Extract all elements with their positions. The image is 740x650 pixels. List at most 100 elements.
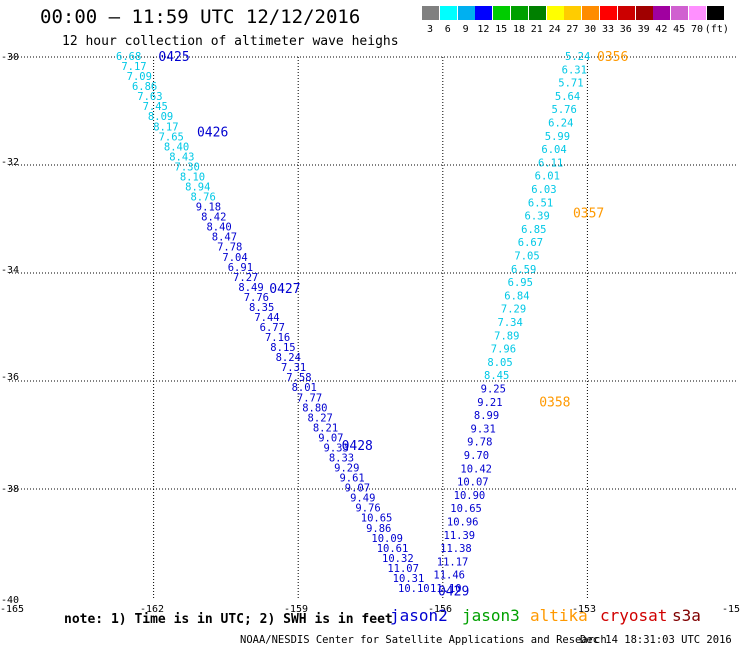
scale-swatch-13 (653, 6, 671, 20)
swh-value: 9.31 (471, 423, 496, 435)
footer-note: note: 1) Time is in UTC; 2) SWH is in fe… (64, 612, 393, 627)
swh-value: 7.31 (281, 362, 306, 374)
swh-value: 7.63 (137, 91, 162, 103)
scale-label-10: 33 (601, 24, 615, 35)
pass-label: 0357 (573, 207, 604, 222)
swh-value: 9.70 (464, 450, 489, 462)
scale-swatch-9 (582, 6, 600, 20)
swh-value: 7.44 (254, 312, 279, 324)
swh-value: 10.90 (454, 490, 486, 502)
swh-value: 8.47 (212, 232, 237, 244)
swh-value: 9.86 (366, 523, 391, 535)
swh-value: 6.03 (531, 184, 556, 196)
swh-value: 6.95 (508, 277, 533, 289)
swh-value: 8.42 (201, 212, 226, 224)
pass-label: 0425 (158, 50, 189, 65)
satellite-jason2: jason2 (390, 606, 448, 625)
swh-value: 6.77 (260, 322, 285, 334)
swh-value: 8.01 (292, 382, 317, 394)
swh-value: 6.84 (504, 290, 529, 302)
satellite-jason3: jason3 (462, 606, 520, 625)
swh-value: 11.38 (440, 543, 472, 555)
swh-value: 6.91 (228, 262, 253, 274)
swh-value: 7.05 (514, 251, 539, 263)
swh-value: 9.76 (355, 503, 380, 515)
pass-label: 0356 (597, 50, 628, 65)
lon-label: -165 (0, 604, 24, 615)
lon-label: -15 (722, 604, 740, 615)
swh-value: 6.39 (525, 211, 550, 223)
swh-value: 10.32 (382, 553, 414, 565)
scale-label-4: 15 (495, 24, 508, 35)
swh-value: 9.49 (350, 493, 375, 505)
scale-swatch-11 (617, 6, 635, 20)
scale-swatch-7 (546, 6, 564, 20)
swh-value: 9.78 (467, 437, 492, 449)
swh-value: 5.76 (552, 104, 577, 116)
swh-value: 6.51 (528, 197, 553, 209)
lon-label: -159 (284, 604, 308, 615)
swh-value: 7.16 (265, 332, 290, 344)
swh-value: 8.17 (153, 121, 178, 133)
scale-label-1: 6 (444, 24, 451, 35)
swh-value: 9.61 (339, 473, 364, 485)
scale-label-16: (ft) (704, 24, 729, 35)
swh-value: 9.29 (334, 463, 359, 475)
satellite-s3a: s3a (672, 606, 701, 625)
swh-value: 7.45 (143, 101, 168, 113)
swh-value: 6.04 (541, 144, 566, 156)
lat-label: -34 (1, 265, 19, 276)
swh-value: 7.76 (244, 292, 269, 304)
pass-label: 0358 (539, 396, 570, 411)
swh-value: 10.65 (361, 513, 393, 525)
lat-label: -36 (1, 372, 19, 383)
scale-label-5: 18 (512, 24, 526, 35)
swh-value: 8.40 (164, 141, 189, 153)
scale-label-15: 70 (690, 24, 704, 35)
swh-value: 8.99 (474, 410, 499, 422)
swh-value: 8.76 (190, 192, 215, 204)
swh-value: 8.15 (270, 342, 295, 354)
swh-value: 5.99 (545, 131, 570, 143)
pass-label: 0426 (197, 126, 228, 141)
scale-label-12: 39 (637, 24, 650, 35)
swh-value: 11.07 (387, 563, 419, 575)
swh-value: 8.43 (169, 151, 194, 163)
swh-value: 8.80 (302, 402, 327, 414)
swh-value: 9.07 (345, 483, 370, 495)
swh-value: 6.68 (116, 51, 141, 63)
scale-swatch-15 (689, 6, 706, 20)
swh-value: 7.89 (494, 330, 519, 342)
swh-value: 11.17 (437, 556, 469, 568)
swh-value: 6.67 (518, 237, 543, 249)
swh-value: 7.65 (159, 131, 184, 143)
swh-value: 6.86 (132, 81, 157, 93)
swh-value: 7.77 (297, 392, 322, 404)
swh-value: 7.09 (127, 71, 152, 83)
swh-value: 8.09 (148, 111, 173, 123)
scale-swatch-2 (457, 6, 475, 20)
scale-label-2: 9 (462, 24, 469, 35)
swh-value: 8.49 (238, 282, 263, 294)
scale-label-6: 21 (530, 24, 543, 35)
generated-timestamp: Dec 14 18:31:03 UTC 2016 (580, 634, 732, 646)
scale-swatch-4 (493, 6, 511, 20)
swh-value: 10.65 (450, 503, 482, 515)
swh-value: 8.27 (308, 412, 333, 424)
swh-value: 10.07 (457, 477, 489, 489)
scale-label-14: 45 (673, 24, 686, 35)
lon-label: -162 (140, 604, 164, 615)
swh-value: 7.04 (222, 252, 247, 264)
scale-swatch-10 (600, 6, 617, 20)
swh-value: 9.21 (477, 397, 502, 409)
swh-value: 6.24 (548, 118, 573, 130)
scale-swatch-0 (422, 6, 439, 20)
credit-line: NOAA/NESDIS Center for Satellite Applica… (240, 634, 607, 646)
swh-value: 8.24 (276, 352, 301, 364)
swh-value: 7.27 (233, 272, 258, 284)
scale-swatch-12 (635, 6, 653, 20)
lat-label: -38 (1, 484, 19, 495)
scale-label-13: 42 (655, 24, 668, 35)
swh-value: 10.61 (377, 543, 409, 555)
satellite-altika: altika (530, 606, 588, 625)
